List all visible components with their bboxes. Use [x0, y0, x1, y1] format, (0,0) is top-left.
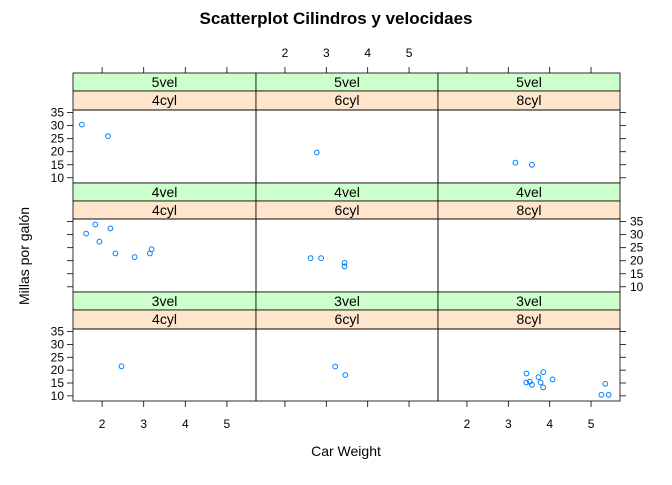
y-tick-label: 20 — [51, 145, 65, 159]
data-point — [332, 363, 339, 370]
data-point — [307, 255, 314, 262]
y-tick-label: 25 — [51, 132, 65, 146]
y-tick-label: 10 — [51, 389, 65, 403]
y-tick-label: 15 — [51, 376, 65, 390]
x-tick-label: 4 — [182, 417, 189, 431]
x-tick-label: 3 — [323, 46, 330, 60]
x-tick-label: 5 — [588, 417, 595, 431]
gear-strip-label: 3vel — [152, 293, 178, 309]
panel-frame — [437, 218, 621, 293]
y-tick-label: 15 — [630, 267, 644, 281]
data-point — [96, 238, 103, 245]
y-tick-label: 15 — [51, 158, 65, 172]
x-axis-label: Car Weight — [311, 443, 381, 459]
y-tick-label: 30 — [51, 119, 65, 133]
panel-frame — [72, 109, 257, 184]
x-tick-label: 3 — [505, 417, 512, 431]
y-tick-label: 30 — [51, 337, 65, 351]
cyl-strip-label: 6cyl — [335, 92, 360, 108]
gear-strip-label: 5vel — [334, 74, 360, 90]
y-tick-label: 35 — [630, 215, 644, 229]
cyl-strip-label: 6cyl — [335, 311, 360, 327]
gear-strip-label: 5vel — [152, 74, 178, 90]
data-point — [549, 376, 556, 383]
data-point — [318, 255, 325, 262]
panel-frame — [437, 328, 621, 402]
cyl-strip-label: 8cyl — [517, 92, 542, 108]
y-tick-label: 10 — [630, 280, 644, 294]
panel-grid: 5vel 4cyl 5vel 6cyl 5vel 8cyl 4vel 4cyl 4vel 6cyl… — [51, 46, 644, 431]
data-point — [529, 161, 535, 168]
data-point — [526, 378, 533, 385]
gear-strip-label: 3vel — [334, 293, 360, 309]
data-point — [535, 374, 542, 381]
data-point — [342, 372, 349, 378]
gear-strip-label: 4vel — [334, 184, 360, 200]
chart-title: Scatterplot Cilindros y velocidaes — [199, 9, 472, 28]
gear-strip-label: 4vel — [516, 184, 542, 200]
y-tick-label: 20 — [630, 254, 644, 268]
data-point — [602, 380, 609, 387]
data-point — [540, 369, 547, 376]
data-point — [83, 230, 89, 237]
panel-frame — [437, 109, 621, 184]
x-tick-label: 3 — [140, 417, 147, 431]
cyl-strip-label: 6cyl — [335, 202, 360, 218]
data-point — [313, 149, 320, 156]
data-point — [341, 259, 348, 266]
data-point — [79, 121, 85, 128]
data-point — [605, 391, 612, 398]
data-point — [131, 254, 138, 261]
panel-frame — [72, 328, 257, 402]
gear-strip-label: 4vel — [152, 184, 178, 200]
panel-frame — [255, 218, 439, 293]
data-point — [523, 370, 530, 377]
data-point — [512, 159, 519, 166]
data-point — [112, 250, 119, 257]
gear-strip-label: 3vel — [516, 293, 542, 309]
cyl-strip-label: 4cyl — [152, 202, 177, 218]
y-tick-label: 35 — [51, 325, 65, 339]
y-tick-label: 20 — [51, 363, 65, 377]
y-tick-label: 30 — [630, 228, 644, 242]
y-tick-label: 25 — [630, 241, 644, 255]
x-tick-label: 2 — [99, 417, 106, 431]
panel-frame — [255, 328, 439, 402]
data-point — [540, 384, 546, 391]
cyl-strip-label: 8cyl — [517, 202, 542, 218]
data-point — [118, 363, 125, 370]
x-tick-label: 2 — [464, 417, 471, 431]
x-tick-label: 4 — [364, 46, 371, 60]
y-tick-label: 35 — [51, 106, 65, 120]
x-tick-label: 2 — [282, 46, 289, 60]
panel-frame — [255, 109, 439, 184]
data-point — [147, 250, 153, 257]
x-tick-label: 5 — [224, 417, 231, 431]
x-tick-label: 5 — [406, 46, 413, 60]
cyl-strip-label: 4cyl — [152, 311, 177, 327]
cyl-strip-label: 4cyl — [152, 92, 177, 108]
data-point — [341, 263, 348, 270]
data-point — [537, 379, 544, 386]
gear-strip-label: 5vel — [516, 74, 542, 90]
y-axis-label: Millas por galón — [16, 207, 32, 305]
y-tick-label: 25 — [51, 350, 65, 364]
cyl-strip-label: 8cyl — [517, 311, 542, 327]
data-point — [92, 221, 99, 228]
data-point — [107, 225, 114, 232]
data-point — [598, 391, 605, 398]
x-tick-label: 4 — [546, 417, 553, 431]
data-point — [105, 133, 111, 140]
data-point — [523, 379, 530, 386]
y-tick-label: 10 — [51, 171, 65, 185]
panel-frame — [72, 218, 257, 293]
